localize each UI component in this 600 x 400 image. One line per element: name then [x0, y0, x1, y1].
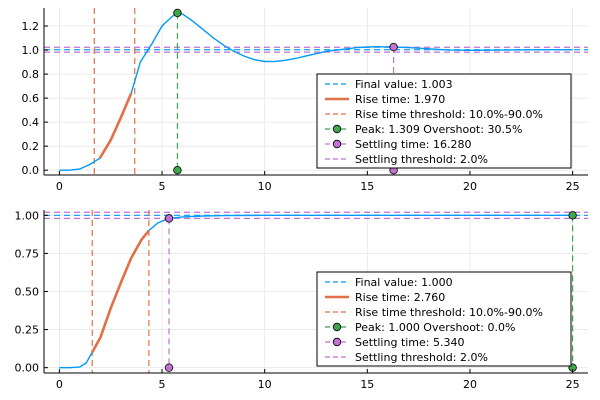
legend-label: Rise time threshold: 10.0%-90.0%	[355, 108, 543, 121]
x-tick-label: 5	[159, 378, 166, 391]
response-line	[59, 12, 573, 171]
legend-label: Settling time: 16.280	[355, 138, 471, 151]
y-tick-label: 0.4	[22, 116, 40, 129]
x-tick-label: 0	[56, 180, 63, 193]
legend-label: Settling threshold: 2.0%	[355, 153, 488, 166]
plot-area	[44, 210, 588, 373]
legend-label: Rise time threshold: 10.0%-90.0%	[355, 306, 543, 319]
y-tick-label: 0.00	[15, 362, 40, 375]
y-tick-label: 0.50	[15, 286, 40, 299]
x-tick-label: 25	[566, 180, 580, 193]
legend-label: Settling time: 5.340	[355, 336, 464, 349]
legend-label: Peak: 1.309 Overshoot: 30.5%	[355, 123, 522, 136]
rise-time-segment	[91, 229, 150, 354]
legend: Final value: 1.003 Rise time: 1.970 Rise t…	[316, 73, 572, 169]
y-tick-label: 0.75	[15, 247, 40, 260]
x-tick-label: 5	[159, 180, 166, 193]
plot-area	[44, 8, 588, 175]
x-tick-label: 15	[360, 180, 374, 193]
legend-swatch-marker	[332, 124, 342, 134]
settling-marker	[164, 363, 174, 372]
y-tick-label: 0.6	[22, 92, 40, 105]
legend-swatch-marker	[332, 337, 342, 347]
rise-time-segment	[98, 92, 133, 159]
x-tick-label: 15	[360, 378, 374, 391]
y-tick-label: 0.0	[22, 164, 40, 177]
peak-marker	[568, 211, 577, 220]
legend-label: Peak: 1.000 Overshoot: 0.0%	[355, 321, 515, 334]
y-tick-label: 1.2	[22, 20, 40, 33]
x-tick-label: 20	[463, 180, 477, 193]
y-tick-label: 0.8	[22, 68, 40, 81]
y-tick-label: 0.25	[15, 324, 40, 337]
legend-label: Final value: 1.003	[355, 78, 453, 91]
subplot-1: 0 5 10 15 20 25 0.0 0.2 0.4 0.6 0.8 1.0 1.2 Final val…	[22, 8, 588, 193]
x-tick-label: 25	[566, 378, 580, 391]
y-tick-label: 1.00	[15, 209, 40, 222]
legend-label: Rise time: 2.760	[355, 291, 445, 304]
x-tick-label: 10	[258, 378, 272, 391]
settling-marker	[389, 42, 398, 52]
legend-label: Final value: 1.000	[355, 276, 453, 289]
settling-marker	[164, 214, 174, 223]
legend-swatch-marker	[332, 139, 342, 149]
x-tick-label: 10	[258, 180, 272, 193]
y-tick-label: 1.0	[22, 44, 40, 57]
x-tick-label: 20	[463, 378, 477, 391]
legend-label: Rise time: 1.970	[355, 93, 445, 106]
peak-marker	[173, 165, 182, 175]
y-tick-label: 0.2	[22, 140, 40, 153]
legend-swatch-marker	[332, 322, 342, 332]
legend: Final value: 1.000 Rise time: 2.760 Rise t…	[316, 271, 572, 367]
peak-marker	[173, 8, 182, 18]
legend-box	[316, 73, 572, 169]
legend-label: Settling threshold: 2.0%	[355, 351, 488, 364]
legend-box	[316, 271, 572, 367]
x-tick-label: 0	[56, 378, 63, 391]
subplot-2: 0 5 10 15 20 25 0.00 0.25 0.50 0.75 1.00 Final valu…	[15, 209, 588, 391]
